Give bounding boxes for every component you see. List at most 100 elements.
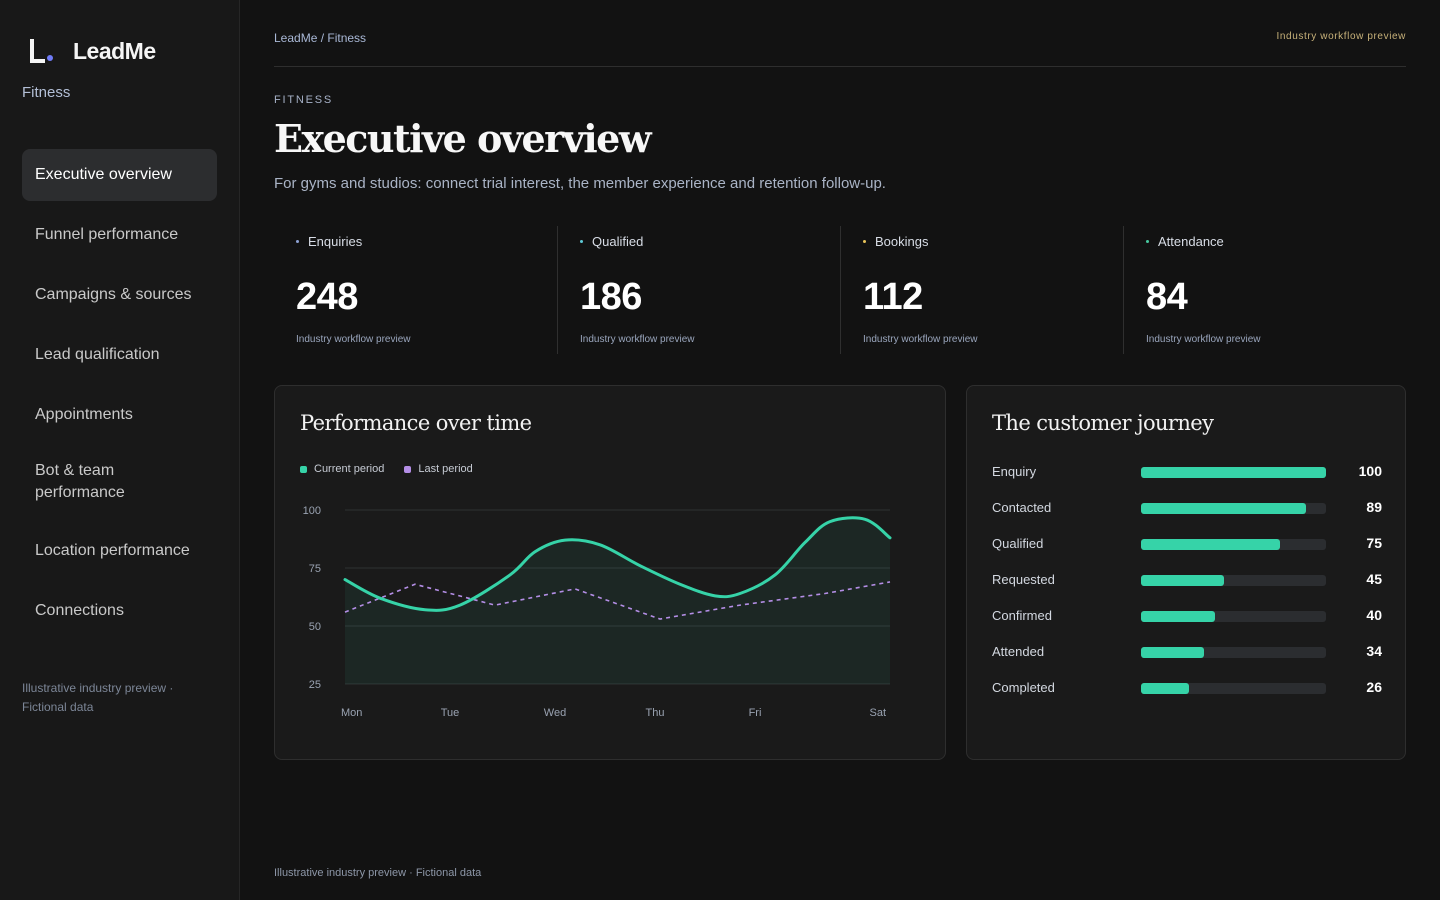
sidebar-nav: Executive overview Funnel performance Ca… [22,149,217,633]
status-dot-icon [296,240,299,243]
kpi-value: 84 [1146,276,1188,318]
journey-row-attended: Attended 34 [992,640,1382,676]
sidebar-item-executive-overview[interactable]: Executive overview [22,149,217,201]
sidebar: LeadMe Fitness Executive overview Funnel… [0,0,240,900]
kpi-card-enquiries: Enquiries 248 Industry workflow preview [274,226,557,354]
journey-label: Enquiry [992,464,1037,479]
kpi-label: Enquiries [308,234,363,249]
journey-bar-track [1141,539,1326,550]
journey-card: The customer journey Enquiry 100 Contacte… [966,385,1406,760]
topbar: LeadMe / Fitness Industry workflow previ… [274,29,1406,67]
legend-label: Last period [418,463,473,475]
kpi-label: Qualified [592,234,644,249]
sidebar-item-label: Campaigns & sources [35,286,192,303]
journey-title: The customer journey [992,411,1214,435]
page-subtitle: For gyms and studios: connect trial inte… [274,175,886,192]
kpi-note: Industry workflow preview [1146,334,1261,345]
sidebar-item-label: Location performance [35,542,190,559]
y-tick-label: 75 [309,563,321,575]
brand-logo[interactable]: LeadMe [28,37,156,65]
kpi-value: 186 [580,276,642,318]
status-dot-icon [580,240,583,243]
kpi-row: Enquiries 248 Industry workflow preview … [274,226,1406,354]
sidebar-item-label: Bot & team performance [35,462,125,501]
sidebar-item-label: Connections [35,602,124,619]
sidebar-item-location-performance[interactable]: Location performance [22,529,217,573]
kpi-card-qualified: Qualified 186 Industry workflow preview [557,226,840,354]
sidebar-footer-note: Illustrative industry preview · Fictiona… [22,681,174,714]
journey-bar-fill [1141,683,1190,694]
legend-label: Current period [314,463,385,475]
journey-row-qualified: Qualified 75 [992,532,1382,568]
performance-title: Performance over time [300,411,532,435]
page-eyebrow: FITNESS [274,94,334,106]
current-period-line [343,516,892,612]
sidebar-item-label: Lead qualification [35,346,160,363]
legend-last-period[interactable]: Last period [404,463,473,475]
kpi-note: Industry workflow preview [296,334,411,345]
performance-chart: 25 50 75 100 Mon Tue Wed Thu Fri Sat [303,505,892,719]
y-tick-label: 25 [309,679,321,691]
journey-bar-track [1141,467,1326,478]
kpi-label: Attendance [1158,234,1224,249]
kpi-note: Industry workflow preview [863,334,978,345]
journey-label: Qualified [992,536,1044,551]
journey-value: 34 [1366,643,1382,659]
journey-label: Completed [992,680,1055,695]
journey-bar-track [1141,611,1326,622]
journey-bar-fill [1141,611,1215,622]
kpi-label: Bookings [875,234,929,249]
journey-label: Attended [992,644,1045,659]
legend-swatch-icon [300,465,307,473]
journey-row-enquiry: Enquiry 100 [992,460,1382,496]
y-tick-label: 100 [303,505,321,517]
breadcrumb[interactable]: LeadMe / Fitness [274,31,367,45]
x-tick-label: Sat [869,707,886,719]
journey-value: 75 [1366,535,1382,551]
sidebar-item-lead-qualification[interactable]: Lead qualification [22,333,217,377]
journey-label: Contacted [992,500,1052,515]
journey-value: 89 [1366,499,1382,515]
journey-bar-fill [1141,539,1280,550]
journey-value: 100 [1358,463,1382,479]
journey-row-contacted: Contacted 89 [992,496,1382,532]
journey-bar-track [1141,647,1326,658]
performance-card: Performance over time Current period Las… [274,385,946,760]
journey-list: Enquiry 100 Contacted 89 Qualified 75 Reque… [992,460,1382,712]
chart-legend: Current period Last period [300,463,493,475]
sidebar-item-label: Appointments [35,406,133,423]
journey-bar-track [1141,503,1326,514]
legend-swatch-icon [404,465,412,473]
sidebar-item-appointments[interactable]: Appointments [22,393,217,437]
x-tick-label: Fri [749,707,762,719]
journey-label: Confirmed [992,608,1052,623]
journey-label: Requested [992,572,1055,587]
journey-row-completed: Completed 26 [992,676,1382,712]
x-tick-label: Mon [341,707,362,719]
journey-bar-fill [1141,467,1326,478]
x-tick-label: Tue [441,707,460,719]
journey-bar-track [1141,575,1326,586]
current-period-area [345,517,890,684]
status-dot-icon [863,240,866,243]
journey-bar-fill [1141,575,1225,586]
page-footer-note: Illustrative industry preview · Fictiona… [274,867,482,879]
status-dot-icon [1146,240,1149,243]
brand-name: LeadMe [73,37,156,64]
journey-bar-fill [1141,503,1306,514]
sidebar-item-label: Executive overview [35,166,172,183]
x-tick-label: Wed [544,707,566,719]
journey-value: 40 [1366,607,1382,623]
y-tick-label: 50 [309,621,321,633]
kpi-value: 248 [296,276,358,318]
sidebar-item-campaigns-sources[interactable]: Campaigns & sources [22,273,217,317]
kpi-card-attendance: Attendance 84 Industry workflow preview [1123,226,1406,354]
legend-current-period[interactable]: Current period [300,463,384,475]
kpi-card-bookings: Bookings 112 Industry workflow preview [840,226,1123,354]
sidebar-item-connections[interactable]: Connections [22,589,217,633]
journey-value: 45 [1366,571,1382,587]
sidebar-item-bot-team-performance[interactable]: Bot & team performance [22,451,172,513]
journey-value: 26 [1366,679,1382,695]
journey-row-requested: Requested 45 [992,568,1382,604]
sidebar-item-funnel-performance[interactable]: Funnel performance [22,213,217,257]
